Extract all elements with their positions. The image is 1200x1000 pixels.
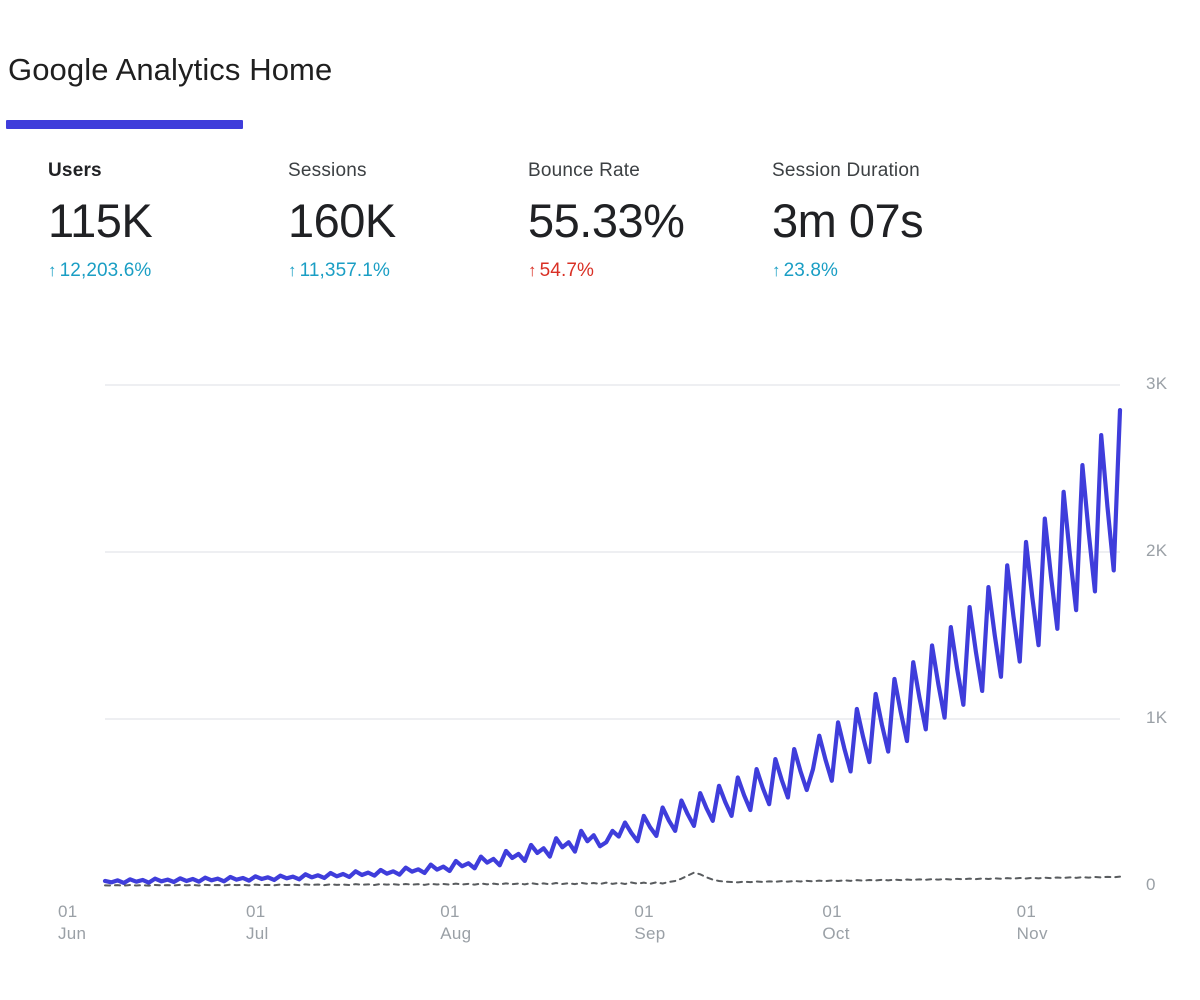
x-tick-month: Aug <box>440 923 472 943</box>
metric-card-bounce-rate[interactable]: Bounce Rate 55.33% ↑ 54.7% <box>528 160 778 300</box>
x-tick-month: Sep <box>634 923 666 943</box>
x-tick-day: 01 <box>245 902 266 921</box>
y-axis-tick-label: 2K <box>1146 541 1168 560</box>
x-tick-month: Jun <box>58 923 87 943</box>
arrow-up-icon: ↑ <box>288 261 297 280</box>
metric-delta: ↑ 54.7% <box>528 260 778 282</box>
x-tick-day: 01 <box>58 902 78 921</box>
metric-delta: ↑ 12,203.6% <box>48 260 298 282</box>
y-axis-tick-label: 1K <box>1146 708 1168 727</box>
metric-value: 160K <box>288 194 396 247</box>
x-tick-day: 01 <box>440 902 460 921</box>
x-axis-tick-label: 01 Jun <box>58 901 86 945</box>
chart-series-group <box>102 407 1123 887</box>
metric-value: 3m 07s <box>772 194 924 247</box>
title-accent-underline <box>6 120 243 129</box>
arrow-up-icon: ↑ <box>772 261 781 280</box>
metric-delta: ↑ 23.8% <box>772 260 1022 282</box>
metric-delta-value: 11,357.1% <box>299 260 390 281</box>
x-tick-day: 01 <box>1016 902 1037 921</box>
metric-delta-value: 12,203.6% <box>59 260 152 281</box>
chart-canvas <box>102 384 1123 887</box>
x-axis-tick-label: 01 Aug <box>440 901 471 945</box>
metric-label: Bounce Rate <box>528 160 641 181</box>
x-tick-day: 01 <box>822 902 842 921</box>
metric-delta-value: 54.7% <box>539 260 594 281</box>
x-tick-month: Jul <box>245 923 269 943</box>
metric-card-users[interactable]: Users 115K ↑ 12,203.6% <box>48 160 298 300</box>
users-trend-chart: 0 1K 2K 3K 01 Jun 01 Jul 01 Aug 01 Sep 01 Oct 01 Nov <box>0 340 1200 960</box>
page-title: Google Analytics Home <box>8 52 333 87</box>
metric-label: Session Duration <box>772 160 920 181</box>
arrow-up-icon: ↑ <box>48 261 57 280</box>
metric-card-session-duration[interactable]: Session Duration 3m 07s ↑ 23.8% <box>772 160 1022 300</box>
chart-gridlines <box>105 384 1120 720</box>
x-axis-tick-label: 01 Sep <box>634 901 665 945</box>
x-axis-tick-label: 01 Nov <box>1017 901 1048 945</box>
y-axis-tick-label: 0 <box>1146 875 1156 894</box>
y-axis-tick-label: 3K <box>1146 374 1168 393</box>
metric-delta: ↑ 11,357.1% <box>288 260 538 282</box>
metric-label: Sessions <box>288 160 367 181</box>
metric-value: 115K <box>48 194 153 247</box>
page-header: Google Analytics Home <box>0 0 1200 140</box>
metric-card-sessions[interactable]: Sessions 160K ↑ 11,357.1% <box>288 160 538 300</box>
x-axis-tick-label: 01 Jul <box>246 901 269 945</box>
x-tick-month: Nov <box>1016 923 1048 943</box>
series-line-users <box>102 407 1123 886</box>
series-line-previous-period <box>104 871 1121 887</box>
metric-delta-value: 23.8% <box>783 260 838 281</box>
x-tick-month: Oct <box>822 923 850 943</box>
arrow-up-icon: ↑ <box>528 261 537 280</box>
x-tick-day: 01 <box>634 902 654 921</box>
metric-summary-row: Users 115K ↑ 12,203.6% Sessions 160K ↑ 11,357.1… <box>0 160 1200 310</box>
metric-value: 55.33% <box>528 194 685 247</box>
metric-label: Users <box>48 160 102 181</box>
x-axis-tick-label: 01 Oct <box>822 901 849 945</box>
